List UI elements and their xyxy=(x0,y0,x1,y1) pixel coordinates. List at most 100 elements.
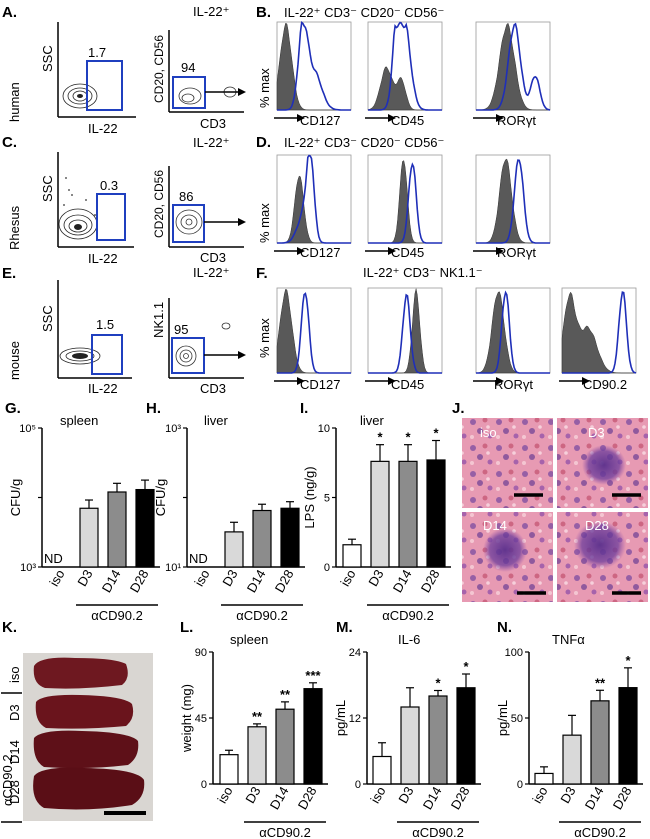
hist-b-stain-histogram xyxy=(368,21,442,111)
group-label-h: αCD90.2 xyxy=(236,608,288,623)
dot-plot-e1 xyxy=(57,280,132,379)
chart-title-h: liver xyxy=(204,413,229,428)
chart-title-i: liver xyxy=(360,413,385,428)
bar-g-d28 xyxy=(135,488,155,568)
y-tick-label-i: 5 xyxy=(324,493,330,505)
significance-i-d3: * xyxy=(377,430,383,445)
chart-ylabel-l: weight (mg) xyxy=(179,684,194,753)
panel-letter-f: F. xyxy=(256,265,268,282)
bar-m-d28 xyxy=(456,687,476,785)
bar-i-d28 xyxy=(426,459,446,568)
bar-n-d28 xyxy=(618,687,638,785)
bar-l-d28 xyxy=(303,688,323,785)
panel-letter-b: B. xyxy=(256,4,271,21)
x-tick-label-h: iso xyxy=(191,567,212,589)
y-tick-label-m: 24 xyxy=(349,647,361,659)
marker-label-f-1: CD127 xyxy=(300,377,340,392)
chart-title-n: TNFα xyxy=(552,632,585,647)
hist-f-axis-arrowhead xyxy=(496,377,504,385)
x-tick-label-l: D28 xyxy=(295,784,320,812)
x-tick-label-n: D28 xyxy=(610,784,635,812)
bar-h-d3 xyxy=(224,531,244,568)
y-tick-label-m: 0 xyxy=(355,779,361,791)
significance-l-d3: ** xyxy=(252,709,263,724)
chart-ylabel-g: CFU/g xyxy=(8,479,23,517)
chart-title-m: IL-6 xyxy=(398,632,420,647)
spleen-group-label: αCD90.2 xyxy=(0,754,15,806)
chart-i: I. liver LPS (ng/g) 10 5 0 iso * D3 * D14 * D28 αCD90… xyxy=(300,400,451,623)
bar-h-d28 xyxy=(280,507,300,568)
x-tick-label-m: iso xyxy=(367,784,388,806)
spleen-label-iso: iso xyxy=(7,666,22,683)
hist-b-isotype-histogram xyxy=(367,66,442,111)
x-tick-label-m: D14 xyxy=(420,784,445,812)
dot-plot-a1 xyxy=(57,22,136,118)
yaxis-label-d: % max xyxy=(257,203,272,243)
panel-letter-c: C. xyxy=(2,134,17,151)
yaxis-label-a2: CD20, CD56 xyxy=(152,35,166,103)
panel-letter-i: I. xyxy=(300,400,308,417)
bar-l-d3 xyxy=(247,726,267,785)
chart-n: N. TNFα pg/mL 100 50 0 iso D3 ** D14 * D28 αCD90.2 xyxy=(495,619,643,839)
bar-g-d14 xyxy=(107,491,127,568)
bar-h-d14 xyxy=(252,509,272,568)
histogram-title-d: IL-22⁺ CD3⁻ CD20⁻ CD56⁻ xyxy=(284,135,444,150)
significance-i-d28: * xyxy=(433,426,439,441)
marker-label-d-1: CD127 xyxy=(300,245,340,260)
x-tick-label-g: iso xyxy=(46,567,67,589)
significance-n-d14: ** xyxy=(595,675,606,690)
chart-l: L. spleen weight (mg) 90 45 0 iso ** D3 ** D14 *** D… xyxy=(179,619,328,839)
marker-label-d-2: CD45 xyxy=(391,245,424,260)
x-tick-label-h: D14 xyxy=(244,567,269,595)
spleen-iso xyxy=(33,657,128,689)
significance-l-d14: ** xyxy=(280,687,291,702)
histology-label-d14: D14 xyxy=(483,518,507,533)
panel-letter-d: D. xyxy=(256,134,271,151)
x-tick-label-m: D3 xyxy=(395,784,416,806)
marker-label-b-2: CD45 xyxy=(391,113,424,128)
gate-pct-e1: 1.5 xyxy=(96,317,114,332)
histology-label-d3: D3 xyxy=(588,425,605,440)
hist-d-stain-histogram xyxy=(277,154,351,244)
hist-b-stain-histogram xyxy=(277,20,351,111)
dot-plot-c1 xyxy=(57,152,134,248)
chart-title-g: spleen xyxy=(60,413,98,428)
chart-ylabel-m: pg/mL xyxy=(333,700,348,736)
hist-b-axis-arrowhead xyxy=(388,114,396,122)
y-tick-label-l: 0 xyxy=(201,779,207,791)
chart-m: M. IL-6 pg/mL 24 12 0 iso D3 * D14 * D28 αCD90.2 xyxy=(333,619,481,839)
hist-f-axis-arrowhead xyxy=(582,377,590,385)
bar-i-d3 xyxy=(370,460,390,568)
species-label-a: human xyxy=(7,82,22,122)
histogram-title-b: IL-22⁺ CD3⁻ CD20⁻ CD56⁻ xyxy=(284,5,444,20)
hist-f-stain-histogram xyxy=(476,290,550,374)
bar-n-d14 xyxy=(590,700,610,785)
spleen-label-d3: D3 xyxy=(7,704,22,721)
marker-label-f-4: CD90.2 xyxy=(583,377,627,392)
gate-pct-e2: 95 xyxy=(174,322,188,337)
spleen-d14 xyxy=(33,730,139,769)
y-tick-label-i: 0 xyxy=(324,562,330,574)
x-tick-label-i: D14 xyxy=(390,567,415,595)
spleen-label-d14: D14 xyxy=(7,740,22,764)
x-tick-label-l: D14 xyxy=(267,784,292,812)
bar-m-iso xyxy=(372,755,392,785)
x-tick-label-i: D3 xyxy=(365,567,386,589)
dot-plot-e2 xyxy=(168,298,246,379)
xaxis-label-a2: CD3 xyxy=(200,116,226,131)
spleen-label-d28: D28 xyxy=(7,780,22,804)
y-tick-label-n: 0 xyxy=(517,779,523,791)
dot-plot-a2 xyxy=(168,30,246,113)
significance-m-d14: * xyxy=(435,676,441,691)
gate-pct-c1: 0.3 xyxy=(100,178,118,193)
x-tick-label-l: iso xyxy=(214,784,235,806)
xaxis-label-e2: CD3 xyxy=(200,381,226,396)
group-label-i: αCD90.2 xyxy=(382,608,434,623)
bar-label-h-iso: ND xyxy=(189,551,208,566)
hist-f-isotype-histogram xyxy=(561,291,636,374)
xaxis-label-a1: IL-22 xyxy=(88,121,118,136)
yaxis-label-e2: NK1.1 xyxy=(151,302,166,338)
